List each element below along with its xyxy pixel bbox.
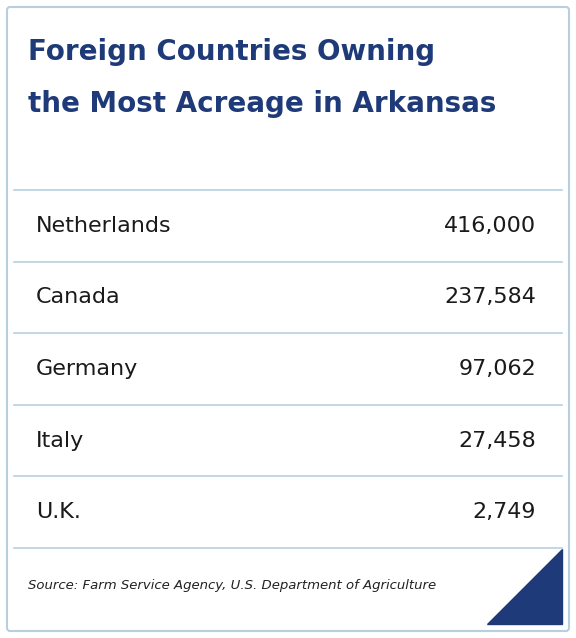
FancyBboxPatch shape bbox=[7, 7, 569, 631]
Text: 416,000: 416,000 bbox=[444, 216, 536, 236]
Text: 237,584: 237,584 bbox=[444, 287, 536, 308]
Text: 27,458: 27,458 bbox=[458, 431, 536, 450]
Polygon shape bbox=[487, 549, 562, 624]
Text: U.K.: U.K. bbox=[36, 502, 81, 522]
Text: Germany: Germany bbox=[36, 359, 138, 379]
Text: Netherlands: Netherlands bbox=[36, 216, 172, 236]
Text: Canada: Canada bbox=[36, 287, 120, 308]
Text: 97,062: 97,062 bbox=[458, 359, 536, 379]
Text: Foreign Countries Owning: Foreign Countries Owning bbox=[28, 38, 435, 66]
Text: Source: Farm Service Agency, U.S. Department of Agriculture: Source: Farm Service Agency, U.S. Depart… bbox=[28, 579, 436, 593]
Text: the Most Acreage in Arkansas: the Most Acreage in Arkansas bbox=[28, 90, 497, 118]
Text: 2,749: 2,749 bbox=[472, 502, 536, 522]
Text: Italy: Italy bbox=[36, 431, 84, 450]
